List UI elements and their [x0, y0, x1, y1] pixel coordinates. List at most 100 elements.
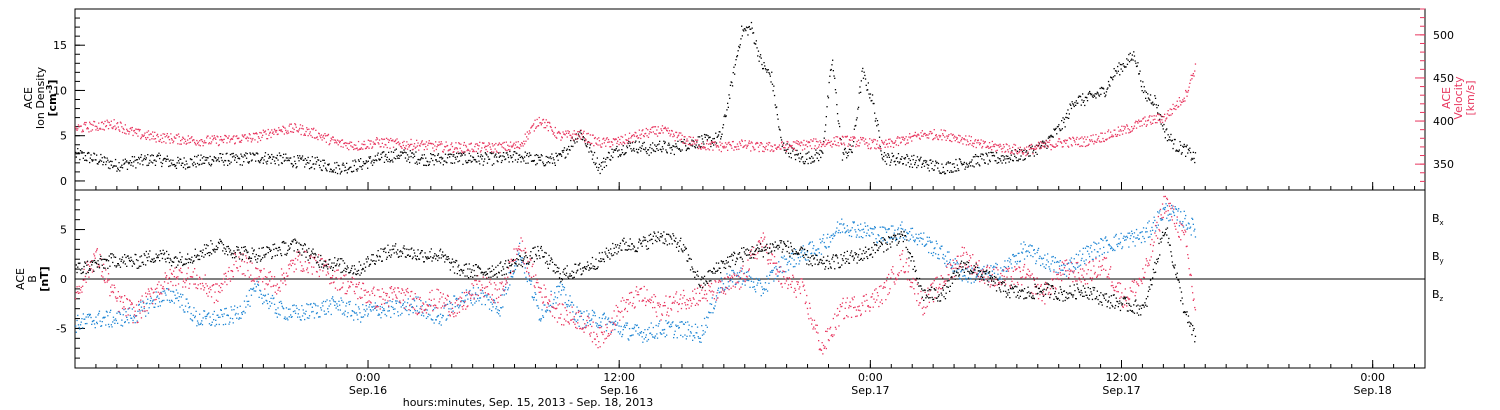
data-point: [957, 168, 959, 170]
data-point: [200, 139, 202, 141]
data-point: [390, 137, 392, 140]
data-point: [430, 153, 432, 155]
data-point: [850, 229, 852, 231]
data-point: [1013, 153, 1015, 155]
data-point: [973, 142, 975, 145]
data-point: [354, 148, 356, 150]
data-point: [986, 146, 988, 148]
data-point: [242, 135, 244, 137]
data-point: [500, 155, 502, 157]
data-point: [1119, 129, 1122, 131]
data-point: [308, 168, 311, 170]
data-point: [356, 147, 358, 149]
data-point: [577, 137, 579, 140]
data-point: [715, 301, 717, 303]
data-point: [1142, 117, 1145, 119]
data-point: [574, 142, 576, 144]
data-point: [104, 157, 106, 159]
data-point: [624, 324, 626, 326]
data-point: [259, 139, 262, 142]
data-point: [460, 155, 462, 157]
data-point: [739, 44, 741, 46]
data-point: [212, 313, 214, 315]
data-point: [1026, 250, 1028, 252]
data-point: [1152, 122, 1154, 124]
data-point: [473, 159, 475, 161]
data-point: [652, 149, 654, 151]
data-point: [1055, 271, 1057, 273]
data-point: [804, 252, 806, 254]
data-point: [197, 141, 199, 143]
data-point: [731, 281, 734, 283]
data-point: [153, 159, 155, 162]
data-point: [169, 165, 171, 167]
data-point: [526, 263, 528, 265]
data-point: [364, 163, 366, 165]
data-point: [726, 109, 728, 111]
data-point: [871, 139, 873, 141]
data-point: [81, 151, 83, 153]
data-point: [355, 161, 357, 163]
data-point: [547, 309, 549, 312]
data-point: [173, 291, 175, 293]
data-point: [808, 243, 810, 245]
data-point: [1159, 210, 1161, 212]
data-point: [154, 159, 156, 161]
data-point: [706, 143, 708, 145]
data-point: [1140, 80, 1142, 82]
data-point: [308, 317, 310, 319]
data-point: [220, 138, 222, 141]
data-point: [651, 126, 653, 129]
data-point: [1026, 150, 1028, 152]
data-point: [860, 136, 862, 139]
data-point: [508, 272, 510, 274]
data-point: [234, 314, 236, 316]
data-point: [773, 280, 775, 282]
data-point: [845, 151, 847, 153]
data-point: [675, 324, 677, 326]
data-point: [446, 145, 448, 147]
data-point: [362, 304, 364, 306]
data-point: [1075, 253, 1077, 255]
data-point: [346, 147, 348, 149]
data-point: [77, 292, 80, 294]
data-point: [689, 144, 692, 146]
data-point: [664, 126, 666, 128]
data-point: [151, 302, 153, 304]
data-point: [1142, 235, 1144, 238]
data-point: [458, 143, 461, 145]
data-point: [515, 260, 517, 263]
data-point: [624, 326, 626, 329]
data-point: [621, 149, 623, 151]
data-point: [213, 310, 215, 313]
data-point: [1103, 246, 1105, 248]
data-point: [1016, 263, 1018, 265]
data-point: [533, 130, 535, 132]
data-point: [1007, 155, 1009, 157]
data-point: [138, 309, 140, 311]
data-point: [1058, 261, 1060, 263]
data-point: [577, 131, 579, 133]
data-point: [901, 156, 903, 158]
data-point: [1183, 97, 1185, 99]
data-point: [180, 296, 182, 298]
data-point: [413, 298, 415, 301]
data-point: [232, 322, 234, 324]
data-point: [365, 147, 367, 149]
data-point: [556, 137, 558, 139]
data-point: [451, 142, 453, 144]
data-point: [100, 128, 102, 130]
data-point: [129, 160, 131, 162]
data-point: [589, 134, 591, 136]
data-point: [479, 141, 481, 143]
data-point: [1184, 217, 1186, 220]
data-point: [479, 297, 481, 299]
data-point: [850, 235, 853, 238]
data-point: [1180, 144, 1182, 146]
data-point: [813, 147, 816, 150]
data-point: [121, 307, 124, 310]
data-point: [130, 317, 132, 319]
data-point: [185, 143, 187, 145]
data-point: [922, 135, 924, 137]
data-point: [1175, 108, 1177, 111]
